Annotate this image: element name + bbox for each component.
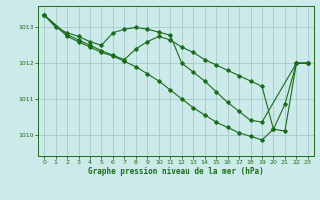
- X-axis label: Graphe pression niveau de la mer (hPa): Graphe pression niveau de la mer (hPa): [88, 167, 264, 176]
